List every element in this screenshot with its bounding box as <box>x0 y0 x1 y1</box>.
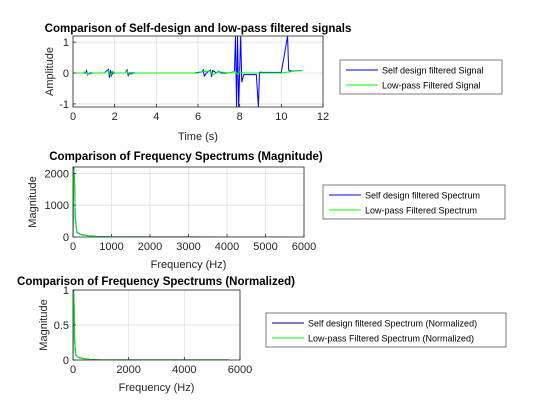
legend-box <box>265 312 507 348</box>
y-tick-label: 0 <box>63 232 69 244</box>
x-tick-label: 6000 <box>228 364 252 376</box>
x-tick-label: 0 <box>70 241 76 253</box>
x-tick-label: 4000 <box>215 241 239 253</box>
y-tick-label: 1 <box>63 37 69 49</box>
y-axis-label: Amplitude <box>44 47 56 96</box>
x-tick-label: 3000 <box>176 241 200 253</box>
legend: Self design filtered Signal Low-pass Filt… <box>339 59 503 95</box>
y-tick-label: 1000 <box>45 200 69 212</box>
legend: Self design filtered Spectrum Low-pass Fi… <box>322 184 506 220</box>
y-axis-label: Magnitude <box>27 176 39 227</box>
chart-title: Comparison of Frequency Spectrums (Norma… <box>17 276 295 288</box>
x-tick-label: 4000 <box>172 364 196 376</box>
x-tick-label: 5000 <box>253 241 277 253</box>
y-tick-label: 1 <box>63 285 69 297</box>
legend-label-2: Low-pass Filtered Spectrum (Normalized) <box>308 334 474 344</box>
legend-label-1: Self design filtered Signal <box>382 66 484 76</box>
legend-box <box>339 59 503 95</box>
chart-panel-2: 0 1000 2000 3000 4000 5000 6000 0 1000 2000 Compar… <box>27 151 506 271</box>
series-line-1 <box>73 36 303 107</box>
y-tick-label: -1 <box>59 99 69 111</box>
x-axis-label: Frequency (Hz) <box>151 259 227 271</box>
x-tick-label: 6000 <box>292 241 316 253</box>
legend-label-1: Self design filtered Spectrum <box>365 191 480 201</box>
y-axis-label: Magnitude <box>38 299 50 350</box>
x-axis-label: Time (s) <box>178 131 218 143</box>
x-tick-label: 1000 <box>99 241 123 253</box>
x-tick-label: 0 <box>70 364 76 376</box>
legend-box <box>322 184 506 220</box>
legend-label-2: Low-pass Filtered Signal <box>382 81 481 91</box>
x-tick-label: 0 <box>70 111 76 123</box>
x-tick-label: 10 <box>275 111 287 123</box>
chart-title: Comparison of Self-design and low-pass f… <box>45 23 352 35</box>
x-tick-label: 8 <box>237 111 243 123</box>
legend: Self design filtered Spectrum (Normalize… <box>265 312 507 348</box>
x-axis-label: Frequency (Hz) <box>119 382 195 394</box>
x-tick-label: 4 <box>153 111 159 123</box>
x-tick-label: 2000 <box>116 364 140 376</box>
series-line-2 <box>73 69 303 78</box>
x-tick-label: 12 <box>317 111 329 123</box>
chart-title: Comparison of Frequency Spectrums (Magni… <box>49 151 323 163</box>
y-tick-label: 0 <box>63 68 69 80</box>
legend-label-1: Self design filtered Spectrum (Normalize… <box>308 319 477 329</box>
x-tick-label: 6 <box>195 111 201 123</box>
x-tick-label: 2 <box>112 111 118 123</box>
y-tick-label: 0.5 <box>54 320 69 332</box>
y-tick-label: 0 <box>63 355 69 367</box>
legend-label-2: Low-pass Filtered Spectrum <box>365 206 477 216</box>
x-tick-label: 2000 <box>138 241 162 253</box>
y-tick-label: 2000 <box>45 168 69 180</box>
